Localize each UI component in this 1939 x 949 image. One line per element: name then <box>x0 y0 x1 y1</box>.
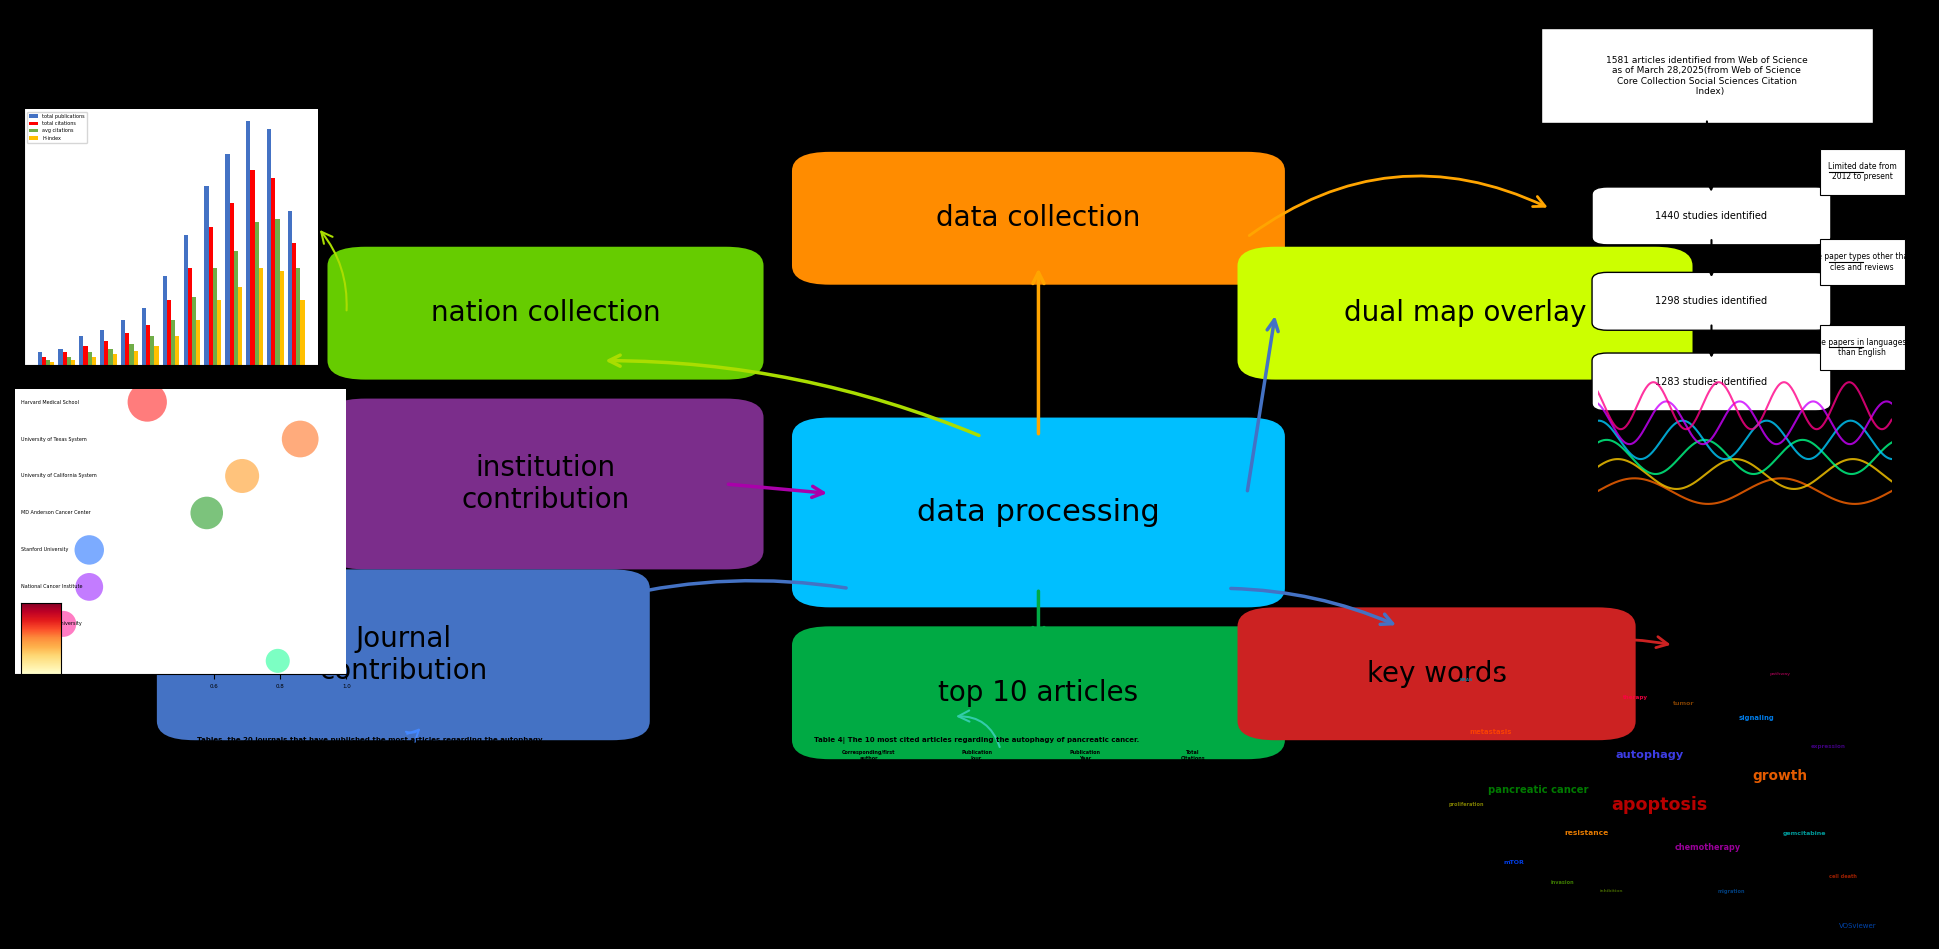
FancyBboxPatch shape <box>791 152 1284 285</box>
Text: dual map overlay: dual map overlay <box>1344 299 1586 327</box>
Text: 1283 studies identified: 1283 studies identified <box>1654 377 1766 387</box>
FancyBboxPatch shape <box>1819 149 1904 195</box>
FancyBboxPatch shape <box>1592 187 1830 245</box>
Text: nation collection: nation collection <box>430 299 659 327</box>
FancyBboxPatch shape <box>791 418 1284 607</box>
Text: Journal
contribution: Journal contribution <box>320 624 487 685</box>
FancyBboxPatch shape <box>1237 607 1635 740</box>
FancyBboxPatch shape <box>1819 325 1904 370</box>
Text: institution
contribution: institution contribution <box>461 454 630 514</box>
Text: top 10 articles: top 10 articles <box>938 679 1138 707</box>
Text: Exclude paper types other than arti-
cles and reviews: Exclude paper types other than arti- cle… <box>1792 252 1931 271</box>
Text: key words: key words <box>1365 660 1507 688</box>
FancyBboxPatch shape <box>791 626 1284 759</box>
Text: 1581 articles identified from Web of Science
as of March 28,2025(from Web of Sci: 1581 articles identified from Web of Sci… <box>1605 56 1807 96</box>
Text: data processing: data processing <box>917 498 1160 527</box>
Text: 1298 studies identified: 1298 studies identified <box>1654 296 1766 307</box>
FancyBboxPatch shape <box>1592 272 1830 330</box>
Text: data collection: data collection <box>937 204 1140 233</box>
FancyBboxPatch shape <box>1540 28 1871 123</box>
FancyBboxPatch shape <box>157 569 650 740</box>
Text: Limited date from
2012 to present: Limited date from 2012 to present <box>1827 162 1896 181</box>
FancyBboxPatch shape <box>1237 247 1691 380</box>
FancyBboxPatch shape <box>1819 239 1904 285</box>
FancyBboxPatch shape <box>328 247 764 380</box>
FancyBboxPatch shape <box>328 399 764 569</box>
Text: 1440 studies identified: 1440 studies identified <box>1654 211 1766 221</box>
FancyBboxPatch shape <box>1592 353 1830 411</box>
Text: Exclude papers in languages other
than English: Exclude papers in languages other than E… <box>1796 338 1927 357</box>
